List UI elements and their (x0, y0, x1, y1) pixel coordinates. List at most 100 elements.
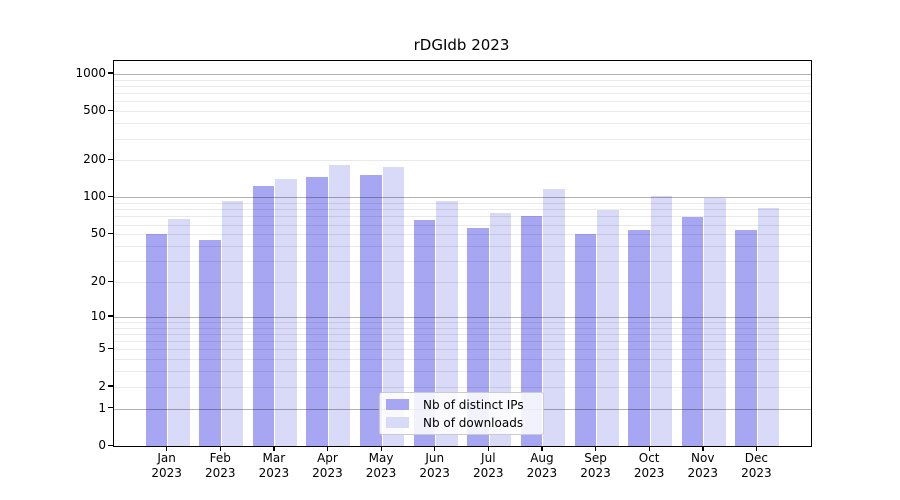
gridline-minor (114, 93, 811, 95)
bar-distinct-ips-may (360, 175, 382, 446)
bar-downloads-may (382, 167, 405, 446)
y-tick (108, 385, 113, 387)
y-tick-label: 200 (83, 152, 106, 167)
gridline-minor (114, 359, 811, 361)
x-tick-label: Mar 2023 (258, 451, 290, 480)
y-tick (108, 444, 113, 446)
y-tick (108, 347, 113, 350)
gridline-minor (114, 327, 811, 329)
bar-downloads-sep (597, 209, 619, 446)
gridline-minor (114, 101, 811, 103)
y-tick-label: 1000 (75, 65, 106, 80)
gridline-minor (114, 138, 811, 140)
y-tick (108, 232, 113, 234)
y-tick-label: 0 (98, 438, 106, 452)
gridline-minor (114, 261, 811, 263)
gridline-minor (114, 203, 811, 205)
gridline-major (114, 73, 811, 75)
x-tick-label: Jul 2023 (473, 451, 504, 480)
x-tick-label: Dec 2023 (741, 451, 772, 480)
y-tick (108, 407, 113, 409)
legend-label-distinct-ips: Nb of distinct IPs (423, 397, 524, 412)
x-tick-label: Jan 2023 (151, 451, 182, 480)
x-tick (380, 446, 382, 451)
bar-downloads-apr (328, 165, 351, 446)
legend-swatch-downloads (386, 417, 409, 428)
gridline-minor (114, 209, 811, 211)
x-tick (755, 446, 758, 451)
bar-distinct-ips-dec (735, 230, 757, 446)
y-tick (108, 109, 113, 111)
bar-distinct-ips-mar (252, 186, 275, 446)
gridline-minor (114, 349, 811, 351)
x-tick-label: Sep 2023 (580, 451, 611, 480)
legend: Nb of distinct IPs Nb of downloads (379, 392, 544, 435)
y-tick (108, 72, 113, 74)
gridline-minor (114, 282, 811, 283)
bar-downloads-jun (436, 201, 458, 446)
gridline-minor (114, 386, 811, 388)
gridline-major (114, 316, 811, 318)
bar-distinct-ips-jan (145, 234, 168, 446)
gridline-minor (114, 245, 811, 247)
bar-distinct-ips-apr (306, 176, 328, 446)
bar-downloads-aug (543, 188, 565, 446)
gridline-minor (114, 341, 811, 343)
gridline-minor (114, 123, 811, 125)
bar-distinct-ips-jun (413, 220, 436, 446)
gridline-minor (114, 224, 811, 226)
gridline-minor (114, 216, 811, 218)
grid-layer (114, 61, 811, 446)
gridline-minor (114, 79, 811, 81)
y-tick (108, 315, 113, 317)
legend-item-downloads: Nb of downloads (386, 416, 539, 430)
x-tick (541, 446, 543, 451)
gridline-major (114, 197, 811, 199)
gridline-minor (114, 321, 811, 323)
gridline-minor (114, 333, 811, 335)
gridline-minor (114, 234, 811, 236)
y-tick-label: 500 (83, 103, 106, 118)
bar-distinct-ips-oct (628, 230, 650, 446)
x-tick (166, 446, 168, 451)
y-tick-label: 1 (98, 400, 106, 415)
bar-distinct-ips-feb (199, 239, 221, 446)
x-tick-label: Apr 2023 (312, 451, 343, 480)
x-tick (326, 446, 329, 451)
x-tick-label: Nov 2023 (687, 451, 719, 480)
y-tick (108, 280, 113, 282)
y-tick (108, 195, 113, 198)
x-tick-label: Jun 2023 (419, 451, 450, 480)
x-tick (487, 446, 490, 451)
y-tick-label: 50 (90, 226, 106, 241)
gridline-minor (114, 85, 811, 87)
y-tick-label: 10 (90, 308, 106, 323)
y-tick-label: 5 (98, 341, 106, 356)
x-tick (434, 446, 436, 451)
gridline-minor (114, 111, 811, 113)
bar-distinct-ips-jul (467, 228, 489, 446)
x-tick (273, 446, 275, 451)
bar-downloads-jan (168, 218, 190, 446)
gridline-minor (114, 160, 811, 162)
x-tick-label: Feb 2023 (204, 451, 236, 480)
bar-downloads-dec (757, 207, 780, 446)
bars-layer (114, 61, 811, 446)
bar-distinct-ips-nov (681, 217, 704, 446)
legend-swatch-distinct-ips (386, 399, 409, 410)
plot-area (113, 60, 812, 447)
x-tick (648, 446, 650, 451)
x-tick (219, 446, 222, 451)
y-tick (108, 158, 113, 161)
gridline-minor (114, 371, 811, 373)
bar-downloads-feb (221, 201, 244, 446)
y-tick-label: 2 (98, 378, 106, 393)
bar-downloads-mar (275, 179, 297, 446)
bar-downloads-jul (489, 212, 512, 446)
bar-distinct-ips-aug (520, 215, 543, 446)
x-tick-label: May 2023 (365, 451, 397, 480)
x-tick (702, 446, 704, 451)
legend-label-downloads: Nb of downloads (423, 415, 524, 430)
bar-distinct-ips-sep (574, 234, 597, 446)
